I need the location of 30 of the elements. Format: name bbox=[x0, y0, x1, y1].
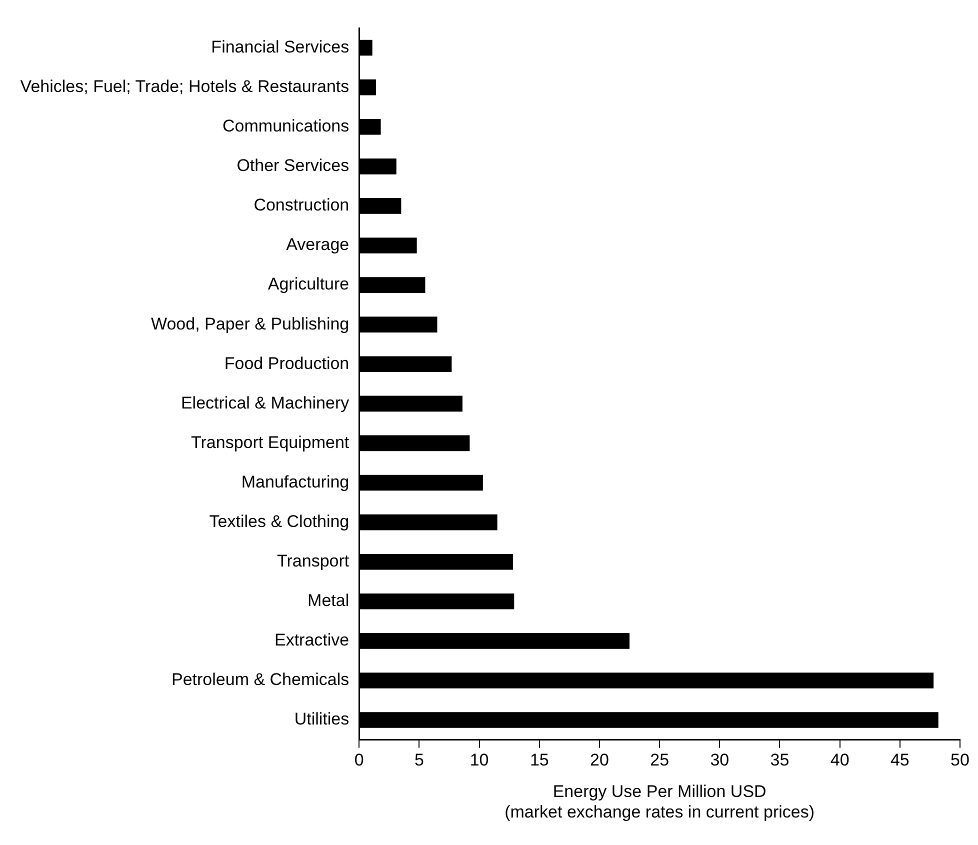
y-tick-label: Electrical & Machinery bbox=[180, 393, 350, 412]
x-tick-label: 30 bbox=[710, 750, 730, 770]
x-tick-label: 50 bbox=[950, 750, 970, 770]
y-tick-label: Extractive bbox=[274, 630, 350, 650]
y-tick-label: Construction bbox=[254, 196, 350, 215]
y-tick-label: Financial Services bbox=[211, 37, 350, 56]
y-tick-label: Petroleum & Chemicals bbox=[172, 670, 350, 690]
y-tick-label: Transport Equipment bbox=[191, 432, 350, 452]
y-tick-label: Communications bbox=[222, 116, 350, 136]
x-tick-label: 5 bbox=[414, 750, 424, 770]
x-tick-label: 20 bbox=[590, 750, 609, 770]
y-tick-label: Agriculture bbox=[268, 274, 350, 294]
x-axis-title: Energy Use Per Million USD (market exchange rates in current prices) bbox=[504, 782, 815, 822]
x-tick-label: 25 bbox=[650, 750, 670, 770]
x-tick-label: 45 bbox=[890, 750, 910, 770]
y-tick-label: Wood, Paper & Publishing bbox=[150, 314, 350, 334]
x-tick-label: 35 bbox=[770, 750, 790, 770]
y-tick-label: Food Production bbox=[224, 354, 350, 373]
x-tick-label: 0 bbox=[354, 750, 364, 770]
y-tick-label: Utilities bbox=[294, 710, 350, 729]
x-tick-label: 15 bbox=[530, 750, 549, 770]
y-tick-label: Textiles & Clothing bbox=[209, 512, 350, 531]
y-tick-label: Transport bbox=[277, 552, 350, 571]
y-tick-label: Metal bbox=[308, 591, 350, 610]
x-tick-label: 10 bbox=[470, 750, 489, 770]
y-tick-label: Average bbox=[286, 235, 350, 254]
x-tick-label: 40 bbox=[830, 750, 850, 770]
y-tick-label: Vehicles; Fuel; Trade; Hotels & Restaurants bbox=[20, 77, 350, 96]
y-tick-label: Manufacturing bbox=[241, 472, 350, 492]
y-tick-label: Other Services bbox=[236, 156, 350, 176]
